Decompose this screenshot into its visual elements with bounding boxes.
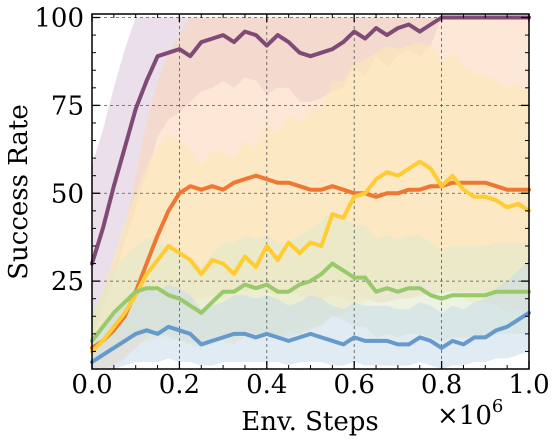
y-tick-label: 50 [51, 179, 84, 209]
series-line-1 [90, 15, 531, 266]
x-tick-labels: 0.0 0.2 0.4 0.6 0.8 1.0 [71, 370, 549, 400]
series-line-3 [90, 159, 531, 354]
x-tick-label: 0.6 [334, 370, 375, 400]
series-line-4 [90, 261, 531, 343]
x-tick-label: 1.0 [508, 370, 549, 400]
x-axis-multiplier-exponent: 6 [492, 396, 503, 417]
x-tick-label: 0.0 [71, 370, 112, 400]
y-tick-label: 75 [51, 91, 84, 121]
series-line-5 [90, 310, 531, 364]
x-tick-label: 0.8 [421, 370, 462, 400]
x-tick-label: 0.2 [159, 370, 200, 400]
y-tick-label: 25 [51, 267, 84, 297]
series-lines [90, 15, 531, 364]
y-tick-label: 100 [34, 4, 84, 34]
y-axis-label: Success Rate [4, 104, 34, 280]
axis-ticks [91, 14, 530, 369]
x-axis-multiplier-base: ×10 [437, 401, 492, 431]
y-tick-labels: 25 50 75 100 [34, 4, 84, 298]
x-axis-label: Env. Steps [241, 407, 379, 437]
x-axis-multiplier: ×106 [437, 396, 503, 431]
x-tick-label: 0.4 [246, 370, 287, 400]
